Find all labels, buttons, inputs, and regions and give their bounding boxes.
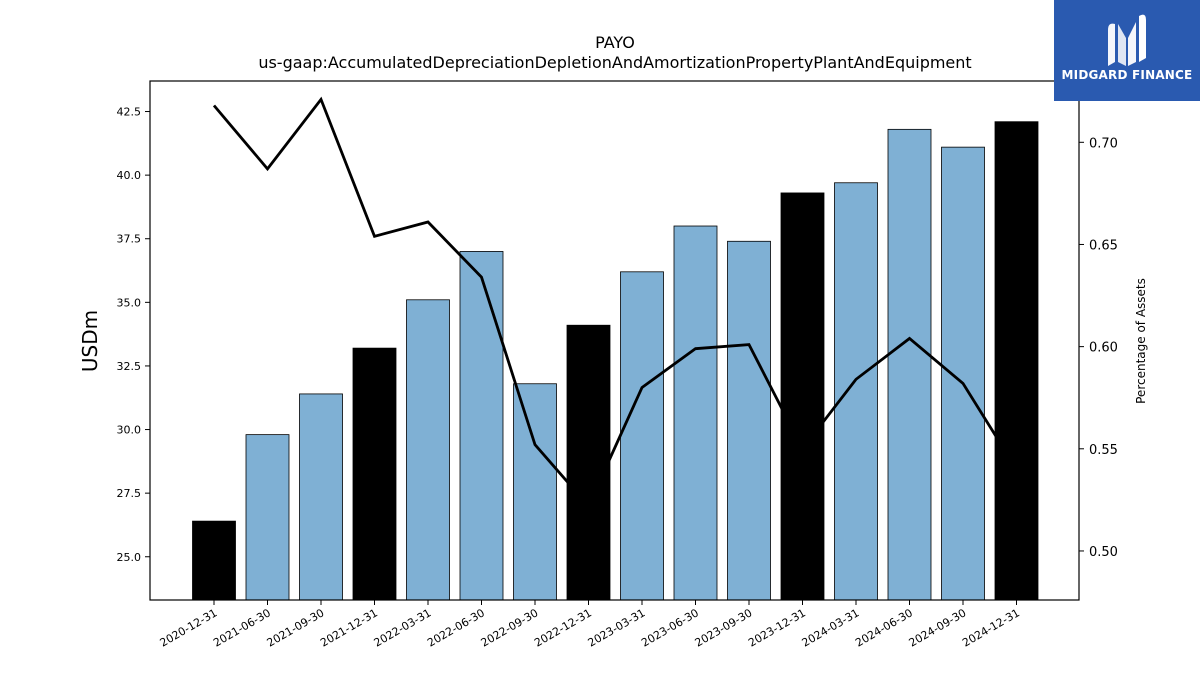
bar-2022-09-30 — [513, 383, 557, 601]
y-tick-label: 40.0 — [117, 169, 142, 182]
x-tick-label: 2023-12-31 — [746, 606, 808, 649]
chart-subtitle: us-gaap:AccumulatedDepreciationDepletion… — [258, 53, 971, 72]
x-tick-label: 2023-09-30 — [693, 606, 755, 649]
y-axis: 25.0 27.5 30.0 32.5 35.0 37.5 40.0 42.5 — [117, 106, 150, 564]
bar-2022-06-30 — [459, 251, 504, 601]
logo-text: MIDGARD FINANCE — [1061, 68, 1193, 82]
bar-2020-12-31 — [192, 520, 236, 601]
x-axis: 2020-12-312021-06-302021-09-302021-12-31… — [158, 600, 1022, 650]
x-tick-label: 2021-06-30 — [211, 606, 273, 649]
percentage-line — [212, 96, 1018, 509]
y-tick-label: 42.5 — [117, 106, 142, 119]
y-tick-label: 25.0 — [117, 551, 142, 564]
bar-2022-03-31 — [406, 299, 450, 601]
line-group — [212, 96, 1018, 509]
x-tick-label: 2022-06-30 — [425, 606, 487, 649]
x-tick-label: 2020-12-31 — [158, 606, 220, 649]
y2-tick-label: 0.70 — [1089, 136, 1118, 151]
x-tick-label: 2022-03-31 — [372, 606, 434, 649]
bar-2024-03-31 — [834, 182, 878, 601]
logo-mark-icon — [1108, 14, 1146, 67]
y2-tick-label: 0.50 — [1089, 545, 1118, 560]
y2-tick-label: 0.65 — [1089, 238, 1118, 253]
y-axis-label: USDm — [78, 310, 102, 372]
bar-2023-03-31 — [620, 271, 664, 601]
bar-2023-06-30 — [673, 225, 718, 601]
bar-2024-09-30 — [941, 146, 985, 601]
y-tick-label: 27.5 — [117, 487, 142, 500]
x-tick-label: 2024-09-30 — [907, 606, 969, 649]
bar-2021-09-30 — [299, 393, 343, 601]
plot-frame — [149, 80, 1080, 601]
y-tick-label: 37.5 — [117, 233, 142, 246]
x-tick-label: 2021-12-31 — [318, 606, 380, 649]
bar-2022-12-31 — [566, 324, 611, 601]
y-tick-label: 30.0 — [117, 424, 142, 437]
bar-2024-12-31 — [994, 121, 1039, 601]
bar-2023-12-31 — [780, 192, 825, 601]
x-tick-label: 2023-03-31 — [586, 606, 648, 649]
bar-2024-06-30 — [887, 128, 932, 601]
x-tick-label: 2024-12-31 — [960, 606, 1022, 649]
brand-logo: MIDGARD FINANCE — [1054, 0, 1200, 101]
x-tick-label: 2023-06-30 — [639, 606, 701, 649]
x-tick-label: 2021-09-30 — [265, 606, 327, 649]
bar-2023-09-30 — [727, 240, 771, 601]
y-tick-label: 35.0 — [117, 296, 142, 309]
bar-2021-12-31 — [352, 347, 397, 601]
x-tick-label: 2024-06-30 — [853, 606, 915, 649]
y2-tick-label: 0.60 — [1089, 341, 1118, 356]
x-tick-label: 2024-03-31 — [800, 606, 862, 649]
y-tick-label: 32.5 — [117, 360, 142, 373]
x-tick-label: 2022-09-30 — [479, 606, 541, 649]
x-tick-label: 2022-12-31 — [532, 606, 594, 649]
y2-axis: 0.50 0.55 0.60 0.65 0.70 — [1079, 136, 1118, 560]
bar-2021-06-30 — [245, 434, 290, 601]
y2-axis-label: Percentage of Assets — [1134, 278, 1148, 404]
y2-tick-label: 0.55 — [1089, 443, 1118, 458]
bar-group — [192, 121, 1039, 601]
chart-title: PAYO — [595, 33, 635, 52]
